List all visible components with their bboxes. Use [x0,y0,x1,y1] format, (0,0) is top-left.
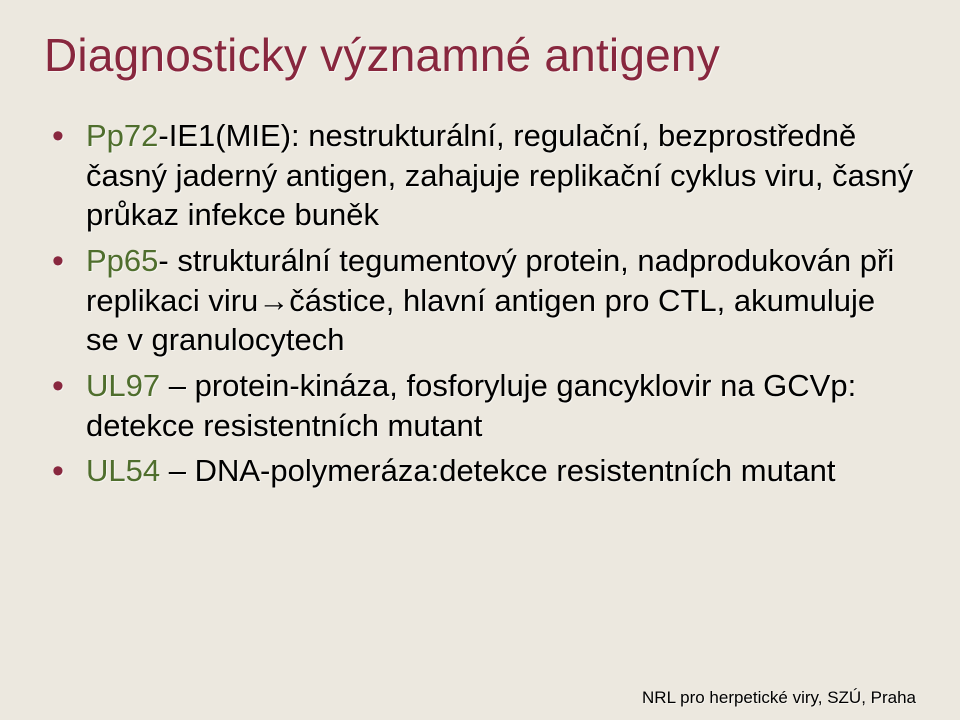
highlight-term: Pp72 [86,118,158,153]
highlight-term: UL97 [86,368,160,403]
bullet-text: -IE1(MIE): nestrukturální, regulační, be… [86,118,913,232]
highlight-term: UL54 [86,453,160,488]
list-item: UL54 – DNA-polymeráza:detekce resistentn… [52,451,916,491]
list-item: Pp72-IE1(MIE): nestrukturální, regulační… [52,116,916,235]
list-item: UL97 – protein-kináza, fosforyluje gancy… [52,366,916,445]
highlight-term: Pp65 [86,243,158,278]
bullet-list: Pp72-IE1(MIE): nestrukturální, regulační… [44,116,916,491]
slide: Diagnosticky významné antigeny Pp72-IE1(… [0,0,960,720]
bullet-text: – protein-kináza, fosforyluje gancyklovi… [86,368,856,443]
slide-title: Diagnosticky významné antigeny [44,28,916,82]
footer-text: NRL pro herpetické viry, SZÚ, Praha [642,688,916,708]
bullet-text: – DNA-polymeráza:detekce resistentních m… [160,453,835,488]
list-item: Pp65- strukturální tegumentový protein, … [52,241,916,360]
bullet-text: - strukturální tegumentový protein, nadp… [86,243,894,357]
